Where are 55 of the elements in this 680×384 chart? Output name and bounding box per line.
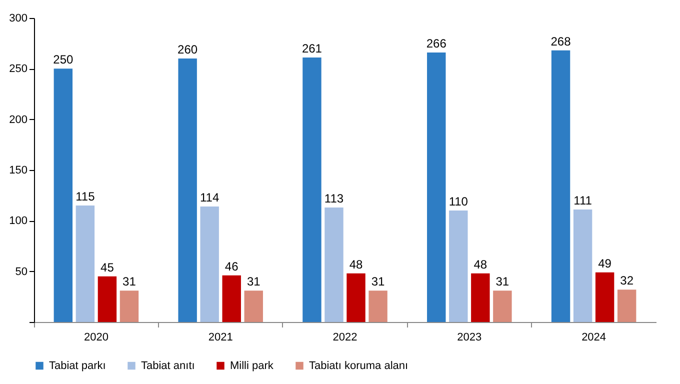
bar bbox=[178, 58, 197, 322]
data-label: 114 bbox=[200, 190, 220, 204]
bar bbox=[551, 50, 570, 322]
data-label: 111 bbox=[574, 194, 592, 208]
bar bbox=[595, 272, 614, 322]
bar bbox=[244, 290, 263, 322]
y-tick-label: 300 bbox=[9, 12, 28, 24]
bar bbox=[54, 68, 73, 322]
x-tick-label: 2022 bbox=[332, 332, 358, 344]
data-label: 48 bbox=[349, 257, 364, 272]
x-tick-label: 2020 bbox=[84, 332, 108, 344]
bar bbox=[222, 275, 241, 322]
data-label: 110 bbox=[448, 194, 468, 209]
bar bbox=[449, 210, 468, 322]
legend-label: Milli park bbox=[230, 360, 274, 372]
data-label: 45 bbox=[100, 260, 114, 274]
bar bbox=[76, 205, 95, 322]
bar bbox=[573, 210, 592, 322]
data-label: 31 bbox=[371, 274, 386, 289]
bar bbox=[471, 273, 490, 322]
data-label: 113 bbox=[324, 191, 344, 206]
data-label: 32 bbox=[620, 274, 634, 288]
y-tick-label: 200 bbox=[9, 114, 28, 126]
x-tick-label: 2021 bbox=[208, 332, 233, 344]
data-label: 260 bbox=[178, 42, 198, 57]
bar bbox=[98, 276, 117, 322]
y-tick-label: 250 bbox=[9, 63, 28, 76]
data-label: 31 bbox=[122, 274, 136, 289]
data-label: 261 bbox=[302, 42, 322, 56]
data-label: 266 bbox=[426, 36, 447, 50]
data-label: 115 bbox=[76, 189, 96, 204]
data-label: 31 bbox=[246, 274, 261, 289]
bar bbox=[493, 290, 512, 322]
y-tick-label: 50 bbox=[15, 266, 28, 278]
y-tick-label: 100 bbox=[9, 215, 28, 228]
x-tick-label: 2023 bbox=[457, 332, 482, 344]
data-label: 250 bbox=[53, 52, 74, 67]
data-label: 31 bbox=[496, 274, 510, 289]
data-label: 48 bbox=[474, 257, 488, 272]
bar bbox=[346, 273, 366, 322]
y-tick-label: 150 bbox=[9, 164, 28, 176]
bar bbox=[368, 290, 388, 322]
legend-label: Tabiat parkı bbox=[49, 360, 106, 372]
data-label: 46 bbox=[224, 259, 239, 274]
bar bbox=[200, 206, 219, 322]
x-tick-label: 2024 bbox=[582, 332, 606, 344]
bar bbox=[617, 290, 636, 322]
legend-label: Tabiat anıtı bbox=[141, 360, 195, 372]
bar bbox=[302, 58, 322, 322]
bar bbox=[120, 290, 139, 322]
bar bbox=[427, 52, 446, 322]
bar bbox=[324, 207, 344, 322]
data-label: 49 bbox=[598, 256, 612, 270]
data-label: 268 bbox=[550, 34, 572, 48]
legend-label: Tabiatı koruma alanı bbox=[309, 360, 408, 372]
